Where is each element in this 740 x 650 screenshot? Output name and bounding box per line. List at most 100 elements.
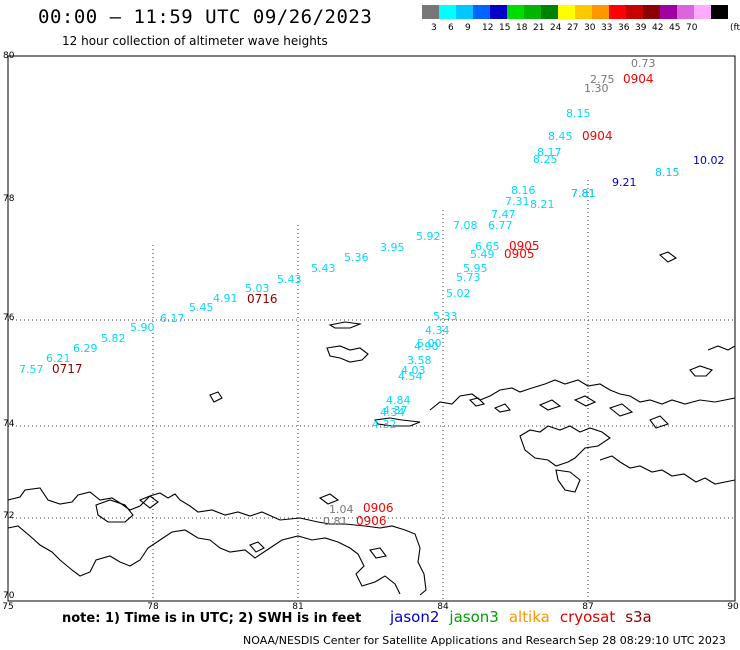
wave-height-label: 5.43: [311, 262, 336, 275]
colorbar-swatch: [439, 5, 456, 19]
colorbar-tick-label: 70: [686, 23, 698, 33]
wave-height-label: 5.03: [245, 282, 270, 295]
colorbar-tick-label: 15: [499, 23, 511, 33]
wave-height-label: 6.21: [46, 352, 71, 365]
wave-height-label: 6.65: [475, 240, 500, 253]
wave-height-label: 6.17: [160, 312, 185, 325]
colorbar-swatch: [456, 5, 473, 19]
satellite-name-jason3: jason3: [449, 608, 499, 626]
wave-height-label: 4.91: [213, 292, 238, 305]
wave-height-label: 7.57: [19, 363, 44, 376]
longitude-label: 90: [727, 602, 739, 612]
wave-height-label: 5.73: [456, 271, 481, 284]
colorbar-swatch: [422, 5, 439, 19]
colorbar-swatch: [541, 5, 558, 19]
generated-timestamp: Sep 28 08:29:10 UTC 2023: [578, 634, 726, 647]
colorbar-swatch: [694, 5, 711, 19]
wave-height-label: 5.95: [463, 262, 488, 275]
latitude-label: 70: [3, 591, 15, 601]
colorbar-unit: (ft): [730, 23, 740, 33]
colorbar-swatch: [711, 5, 728, 19]
wave-height-label: 4.34: [380, 406, 405, 419]
wave-height-label: 9.21: [612, 176, 637, 189]
map-title: 00:00 – 11:59 UTC 09/26/2023: [38, 6, 373, 28]
wave-height-label: 5.49: [470, 248, 495, 261]
wave-height-label: 4.34: [425, 324, 450, 337]
wave-height-label: 8.16: [511, 184, 536, 197]
satellite-name-cryosat: cryosat: [559, 608, 616, 626]
colorbar-swatch: [490, 5, 507, 19]
wave-height-label: 0.73: [631, 57, 656, 70]
latitude-label: 74: [3, 419, 15, 429]
wave-height-label: 4.54: [398, 370, 423, 383]
colorbar-swatch: [473, 5, 490, 19]
colorbar-tick-label: 45: [669, 23, 681, 33]
graticule: [8, 180, 735, 601]
colorbar-swatch: [592, 5, 609, 19]
wave-height-label: 4.90: [414, 340, 439, 353]
colorbar-tick-label: 39: [635, 23, 647, 33]
wave-height-label: 5.92: [416, 230, 441, 243]
colorbar-tick-label: 27: [567, 23, 579, 33]
colorbar-tick-label: 42: [652, 23, 664, 33]
wave-height-label: 5.33: [433, 310, 458, 323]
colorbar-tick-label: 9: [465, 23, 471, 33]
colorbar-swatch: [507, 5, 524, 19]
longitude-label: 81: [292, 602, 303, 612]
wave-height-label: 7.81: [571, 187, 596, 200]
colorbar-tick-label: 3: [431, 23, 437, 33]
longitude-label: 84: [437, 602, 449, 612]
wave-height-label: 2.75: [590, 73, 615, 86]
colorbar-swatch: [558, 5, 575, 19]
pass-time-label: 0904: [582, 129, 613, 143]
pass-time-label: 0905: [504, 247, 535, 261]
latitude-label: 80: [3, 51, 15, 61]
satellite-name-altika: altika: [508, 608, 550, 626]
pass-time-label: 0904: [623, 72, 654, 86]
satellite-name-jason2: jason2: [390, 608, 440, 626]
wave-height-label: 5.00: [417, 337, 442, 350]
credit-line: NOAA/NESDIS Center for Satellite Applica…: [243, 634, 577, 647]
colorbar-swatch: [643, 5, 660, 19]
longitude-label: 87: [582, 602, 593, 612]
pass-time-label: 0905: [509, 239, 540, 253]
wave-height-label: 3.95: [380, 241, 405, 254]
units-note: note: 1) Time is in UTC; 2) SWH is in fe…: [62, 611, 362, 626]
colorbar-tick-label: 21: [533, 23, 545, 33]
longitude-label: 75: [2, 602, 13, 612]
colorbar-swatch: [524, 5, 541, 19]
wave-height-label: 7.81: [571, 187, 596, 200]
pass-time-label: 0716: [247, 292, 278, 306]
wave-height-label: 4.03: [401, 364, 426, 377]
wave-height-label: 5.45: [189, 301, 214, 314]
wave-height-label: 8.15: [566, 107, 591, 120]
colorbar-tick-label: 33: [601, 23, 613, 33]
wave-height-label: 0.81: [323, 515, 348, 528]
wave-height-label: 5.36: [344, 251, 369, 264]
colorbar-tick-label: 24: [550, 23, 562, 33]
colorbar-swatch: [609, 5, 626, 19]
colorbar-tick-label: 36: [618, 23, 630, 33]
wave-height-label: 3.58: [407, 354, 432, 367]
wave-height-label: 8.15: [655, 166, 680, 179]
wave-height-label: 5.02: [446, 287, 471, 300]
wave-height-label: 4.84: [386, 394, 411, 407]
wave-height-label: 1.04: [329, 503, 354, 516]
wave-height-label: 10.02: [693, 154, 725, 167]
coastline: [7, 251, 736, 596]
colorbar-swatch: [660, 5, 677, 19]
latitude-label: 72: [3, 511, 14, 521]
colorbar-swatch: [626, 5, 643, 19]
colorbar-tick-label: 30: [584, 23, 596, 33]
pass-time-label: 0906: [356, 514, 387, 528]
wave-height-label: 4.37: [383, 404, 408, 417]
colorbar-tick-label: 12: [482, 23, 494, 33]
wave-height-label: 7.08: [453, 219, 478, 232]
latitude-label: 78: [3, 194, 15, 204]
longitude-label: 78: [147, 602, 159, 612]
colorbar-swatch: [575, 5, 592, 19]
pass-time-label: 0717: [52, 362, 83, 376]
wave-height-label: 8.17: [537, 146, 562, 159]
satellite-legend: jason2 jason3 altika cryosat s3a: [390, 608, 662, 626]
